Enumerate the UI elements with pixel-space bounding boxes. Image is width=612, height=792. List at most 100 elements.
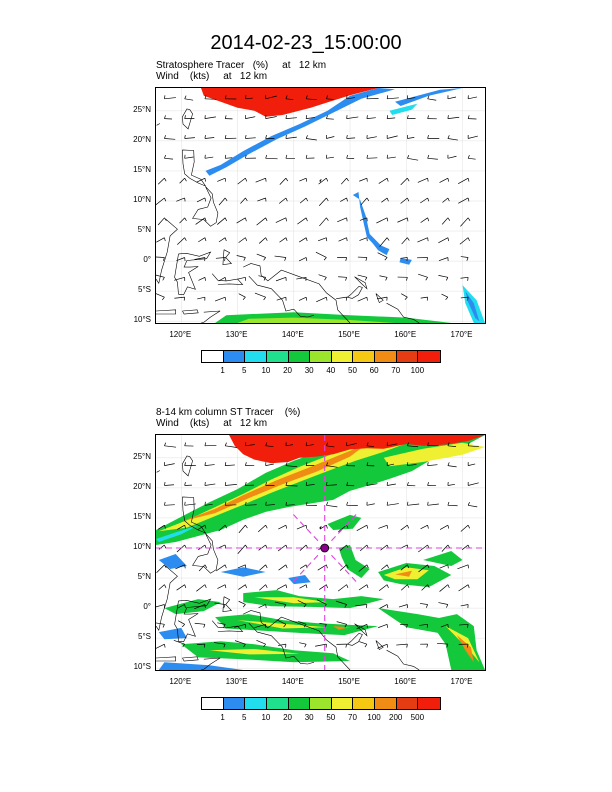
wind-barb bbox=[164, 504, 175, 506]
wind-barb bbox=[318, 177, 327, 185]
wind-barb-flag bbox=[245, 178, 248, 182]
wind-barb bbox=[407, 97, 416, 100]
wind-barb-flag bbox=[304, 643, 307, 648]
wind-barb bbox=[346, 116, 359, 119]
wind-barb-flag bbox=[407, 237, 410, 241]
storm-guide-diagonal bbox=[290, 511, 319, 542]
wind-barb bbox=[338, 276, 347, 278]
wind-barb-flag bbox=[265, 217, 268, 222]
wind-barb-flag bbox=[386, 237, 390, 241]
wind-barb-flag bbox=[447, 462, 450, 466]
wind-barb bbox=[387, 463, 395, 466]
lat-tick-label: 10°N bbox=[133, 194, 151, 204]
wind-barb bbox=[407, 503, 420, 506]
colorbar-swatch bbox=[396, 351, 419, 362]
wind-barb-flag bbox=[223, 624, 226, 628]
wind-barb bbox=[254, 292, 266, 298]
wind-barb-flag bbox=[346, 564, 349, 569]
wind-barb-flag bbox=[427, 197, 430, 202]
wind-barb-flag bbox=[346, 177, 349, 182]
wind-barb bbox=[238, 600, 246, 605]
wind-barb bbox=[158, 584, 165, 590]
wind-barb bbox=[197, 296, 206, 300]
wind-barb-flag bbox=[346, 584, 349, 589]
wind-barb-flag bbox=[184, 525, 186, 529]
wind-barb bbox=[447, 465, 457, 468]
colorbar-swatch bbox=[310, 351, 332, 362]
wind-barb-flag bbox=[466, 257, 469, 261]
wind-barb bbox=[441, 544, 449, 552]
wind-barb-flag bbox=[162, 296, 165, 301]
lat-tick-label: 0° bbox=[143, 602, 151, 612]
wind-barb-flag bbox=[245, 481, 247, 486]
wind-barb bbox=[379, 237, 388, 247]
wind-barb bbox=[468, 445, 479, 448]
wind-barb bbox=[326, 504, 338, 508]
wind-barb-flag bbox=[184, 237, 187, 241]
storm-center-marker bbox=[320, 543, 330, 553]
wind-barb bbox=[358, 584, 368, 591]
wind-barb bbox=[421, 584, 428, 591]
wind-barb bbox=[218, 524, 226, 532]
tracer-blue-blob bbox=[352, 192, 390, 256]
wind-barb bbox=[356, 524, 368, 532]
wind-barb bbox=[298, 257, 307, 262]
tracer-blue-filament bbox=[205, 88, 395, 176]
wind-barb bbox=[360, 197, 368, 206]
wind-barb-flag bbox=[344, 604, 347, 608]
wind-barb-flag bbox=[326, 584, 328, 589]
tracer-blue-patch bbox=[288, 575, 311, 585]
wind-barb-flag bbox=[384, 257, 388, 261]
wind-barb-flag bbox=[204, 442, 207, 446]
wind-barb bbox=[407, 445, 419, 448]
wind-barb bbox=[326, 445, 335, 448]
wind-barb bbox=[198, 564, 206, 572]
wind-barb-flag bbox=[224, 564, 227, 569]
wind-barb bbox=[438, 275, 448, 278]
wind-barb-flag bbox=[224, 257, 226, 261]
wind-barb-flag bbox=[305, 95, 308, 99]
tracer-lime-strip bbox=[237, 317, 395, 323]
wind-barb bbox=[401, 237, 408, 245]
wind-barb-flag bbox=[467, 297, 469, 301]
wind-barb bbox=[299, 197, 307, 204]
wind-barb bbox=[176, 257, 185, 262]
wind-barb-flag bbox=[427, 135, 429, 139]
wind-barb bbox=[379, 275, 388, 278]
wind-barb bbox=[256, 217, 266, 226]
wind-barb bbox=[468, 96, 478, 100]
wind-barb bbox=[240, 197, 246, 204]
wind-barb bbox=[156, 237, 165, 243]
wind-barb-flag bbox=[467, 624, 469, 628]
wind-barb-flag bbox=[447, 135, 450, 139]
wind-barb bbox=[164, 157, 174, 160]
wind-barb bbox=[458, 177, 469, 185]
wind-barb-flag bbox=[163, 257, 165, 261]
wind-barb bbox=[420, 217, 428, 223]
wind-barb bbox=[461, 544, 469, 550]
wind-barb-flag bbox=[326, 462, 329, 466]
wind-barb bbox=[156, 622, 165, 625]
wind-barb bbox=[175, 564, 185, 570]
wind-barb-flag bbox=[242, 604, 246, 608]
wind-barb-flag bbox=[386, 115, 389, 119]
wind-barb-flag bbox=[346, 134, 348, 139]
wind-barb-flag bbox=[386, 644, 388, 648]
colorbar-swatch bbox=[375, 351, 397, 362]
wind-barb bbox=[164, 463, 175, 466]
wind-barb bbox=[366, 117, 376, 120]
wind-barb-flag bbox=[204, 197, 206, 202]
coastline bbox=[182, 309, 199, 315]
coastline bbox=[156, 123, 161, 126]
colorbar-swatch bbox=[418, 698, 440, 709]
wind-barb bbox=[346, 97, 356, 100]
wind-barb-flag bbox=[223, 604, 226, 608]
wind-barb-flag bbox=[445, 604, 449, 608]
colorbar-swatch bbox=[353, 351, 375, 362]
wind-barb bbox=[318, 197, 327, 206]
wind-barb bbox=[297, 217, 307, 225]
wind-barb-flag bbox=[407, 564, 410, 569]
coastline bbox=[243, 610, 351, 670]
wind-barb-flag bbox=[184, 134, 186, 139]
page-title: 2014-02-23_15:00:00 bbox=[210, 32, 402, 54]
